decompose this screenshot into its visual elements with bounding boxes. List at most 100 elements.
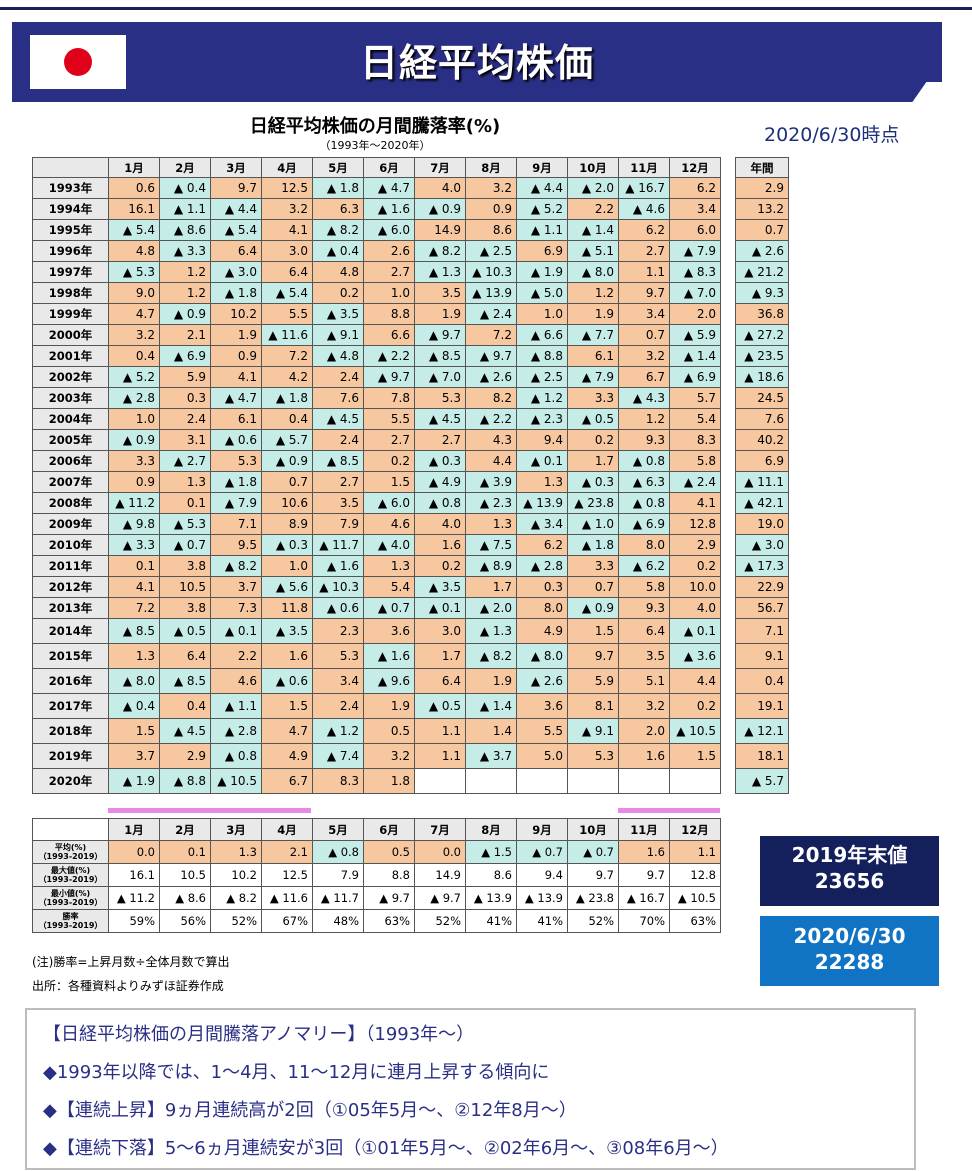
return-cell: 2.6 (363, 240, 415, 262)
return-cell: ▲ 9.1 (312, 324, 364, 346)
annual-row: 19.1 (735, 693, 789, 719)
year-label: 2020年 (32, 768, 109, 794)
table-row: 2001年 0.4 ▲ 6.9 0.9 7.2 ▲ 4.8 ▲ 2.2 ▲ 8.5 ▲ 9.7 ▲… (32, 345, 721, 367)
return-cell: 1.2 (159, 282, 211, 304)
return-cell: ▲ 0.7 (159, 534, 211, 556)
japan-flag-icon (30, 35, 126, 89)
return-cell: ▲ 2.2 (465, 408, 517, 430)
year-label: 2008年 (32, 492, 109, 514)
return-cell: ▲ 0.5 (159, 618, 211, 644)
return-cell: 7.2 (465, 324, 517, 346)
month-header: 11月 (618, 157, 670, 178)
return-cell: ▲ 3.5 (312, 303, 364, 325)
return-cell: ▲ 10.5 (669, 718, 721, 744)
month-header: 3月 (210, 157, 262, 178)
return-cell: 4.1 (210, 366, 262, 388)
return-cell: 1.5 (363, 471, 415, 493)
return-cell: 8.6 (465, 219, 517, 241)
return-cell: 3.6 (363, 618, 415, 644)
stats-value-cell: 67% (261, 909, 313, 933)
year-label: 1999年 (32, 303, 109, 325)
year-label: 2001年 (32, 345, 109, 367)
return-cell: ▲ 1.4 (465, 693, 517, 719)
return-cell: 4.0 (414, 177, 466, 199)
return-cell: ▲ 0.9 (159, 303, 211, 325)
return-cell: 8.9 (261, 513, 313, 535)
return-cell: 1.7 (414, 643, 466, 669)
return-cell: ▲ 3.9 (465, 471, 517, 493)
year-label: 2009年 (32, 513, 109, 535)
stats-month-header: 1月 (108, 818, 160, 841)
return-cell: 6.2 (669, 177, 721, 199)
return-cell: 7.2 (261, 345, 313, 367)
return-cell: 5.0 (516, 743, 568, 769)
return-cell: 8.1 (567, 693, 619, 719)
month-header: 1月 (108, 157, 160, 178)
return-cell: 3.3 (567, 387, 619, 409)
month-header: 2月 (159, 157, 211, 178)
return-cell: 2.0 (669, 303, 721, 325)
footnote: (注)勝率=上昇月数÷全体月数で算出 (32, 955, 230, 969)
return-cell: ▲ 10.3 (465, 261, 517, 283)
return-cell: ▲ 3.3 (159, 240, 211, 262)
annual-return-cell: 2.9 (735, 177, 789, 199)
return-cell: 3.0 (261, 240, 313, 262)
stats-value-cell: 0.0 (108, 840, 160, 864)
stats-value-cell: 0.0 (414, 840, 466, 864)
return-cell: ▲ 2.4 (465, 303, 517, 325)
return-cell: ▲ 4.5 (312, 408, 364, 430)
stats-row: 勝率 （1993-2019） 59% 56% 52% 67% 48% 63% 52% 41% 41%… (32, 909, 721, 933)
stats-value-cell: 63% (363, 909, 415, 933)
return-cell: 4.1 (261, 219, 313, 241)
annual-return-cell: 7.1 (735, 618, 789, 644)
return-cell: 6.4 (159, 643, 211, 669)
return-cell: ▲ 1.6 (363, 198, 415, 220)
return-cell: 0.9 (108, 471, 160, 493)
annual-return-cell: 6.9 (735, 450, 789, 472)
return-cell: 1.3 (108, 643, 160, 669)
return-cell: 3.6 (516, 693, 568, 719)
return-cell: ▲ 8.2 (210, 555, 262, 577)
return-cell: ▲ 4.3 (618, 387, 670, 409)
stats-value-cell: ▲ 0.7 (516, 840, 568, 864)
return-cell: 11.8 (261, 597, 313, 619)
return-cell: 12.5 (261, 177, 313, 199)
table-row: 2016年 ▲ 8.0 ▲ 8.5 4.6 ▲ 0.6 3.4 ▲ 9.6 6.4 1.9 ▲ 2… (32, 668, 721, 694)
return-cell: ▲ 1.8 (210, 282, 262, 304)
return-cell: ▲ 6.2 (618, 555, 670, 577)
table-row: 2003年 ▲ 2.8 0.3 ▲ 4.7 ▲ 1.8 7.6 7.8 5.3 8.2 ▲ 1.2… (32, 387, 721, 409)
table-row: 2019年 3.7 2.9 ▲ 0.8 4.9 ▲ 7.4 3.2 1.1 ▲ 3.7 5.0 5.… (32, 743, 721, 769)
return-cell: ▲ 1.3 (414, 261, 466, 283)
return-cell: 4.1 (669, 492, 721, 514)
return-cell: ▲ 2.2 (363, 345, 415, 367)
month-header: 8月 (465, 157, 517, 178)
return-cell: ▲ 8.2 (414, 240, 466, 262)
return-cell: 5.3 (567, 743, 619, 769)
return-cell: 1.1 (414, 743, 466, 769)
stats-label-name: 最大値(%) (50, 866, 91, 875)
annual-return-cell: 19.1 (735, 693, 789, 719)
return-cell: ▲ 0.5 (567, 408, 619, 430)
return-cell: 8.3 (669, 429, 721, 451)
annual-row: 9.1 (735, 643, 789, 669)
table-row: 2009年 ▲ 9.8 ▲ 5.3 7.1 8.9 7.9 4.6 4.0 1.3 ▲ 3.4 ▲ … (32, 513, 721, 535)
return-cell: ▲ 0.9 (567, 597, 619, 619)
return-cell: 10.0 (669, 576, 721, 598)
corner-cell (32, 157, 109, 178)
annual-return-cell: 36.8 (735, 303, 789, 325)
stats-label-name: 平均(%) (54, 843, 87, 852)
annual-row: 13.2 (735, 198, 789, 220)
return-cell: 1.3 (159, 471, 211, 493)
return-cell: ▲ 1.2 (516, 387, 568, 409)
stats-value-cell: 12.5 (261, 863, 313, 887)
return-cell: 3.7 (108, 743, 160, 769)
return-cell: 4.9 (261, 743, 313, 769)
return-cell: 3.2 (465, 177, 517, 199)
return-cell: 8.0 (618, 534, 670, 556)
return-cell: ▲ 13.9 (465, 282, 517, 304)
return-cell: 1.5 (108, 718, 160, 744)
year-label: 2000年 (32, 324, 109, 346)
stats-label-range: （1993-2019） (38, 921, 103, 930)
return-cell: ▲ 4.8 (312, 345, 364, 367)
annual-row: 7.1 (735, 618, 789, 644)
